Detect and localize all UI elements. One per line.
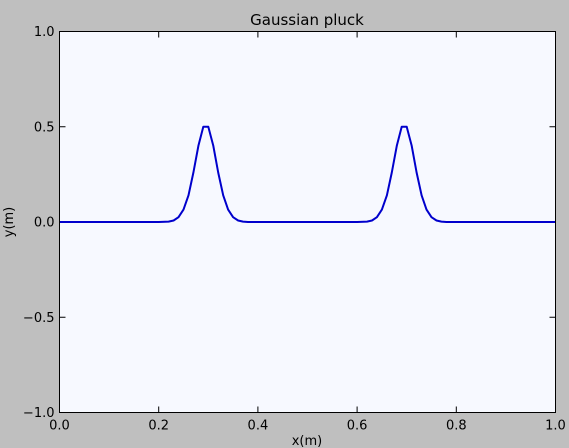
x-tick-label: 0.6 — [347, 419, 368, 434]
x-tick-label: 0.2 — [148, 419, 169, 434]
y-tick-label: −1.0 — [23, 406, 55, 421]
chart-title: Gaussian pluck — [250, 11, 364, 29]
y-tick-label: 0.0 — [34, 216, 55, 231]
y-tick-label: −0.5 — [23, 311, 55, 326]
x-tick-label: 0.4 — [248, 419, 269, 434]
x-tick-label: 0.8 — [446, 419, 467, 434]
plot-frame — [59, 31, 556, 413]
y-axis-label: y(m) — [2, 207, 17, 238]
y-tick-label: 1.0 — [34, 25, 55, 40]
x-axis-label: x(m) — [292, 434, 323, 448]
x-tick-label: 1.0 — [545, 419, 566, 434]
series-line — [59, 125, 556, 223]
x-tick-label: 0.0 — [49, 419, 70, 434]
y-tick-label: 0.5 — [34, 120, 55, 135]
